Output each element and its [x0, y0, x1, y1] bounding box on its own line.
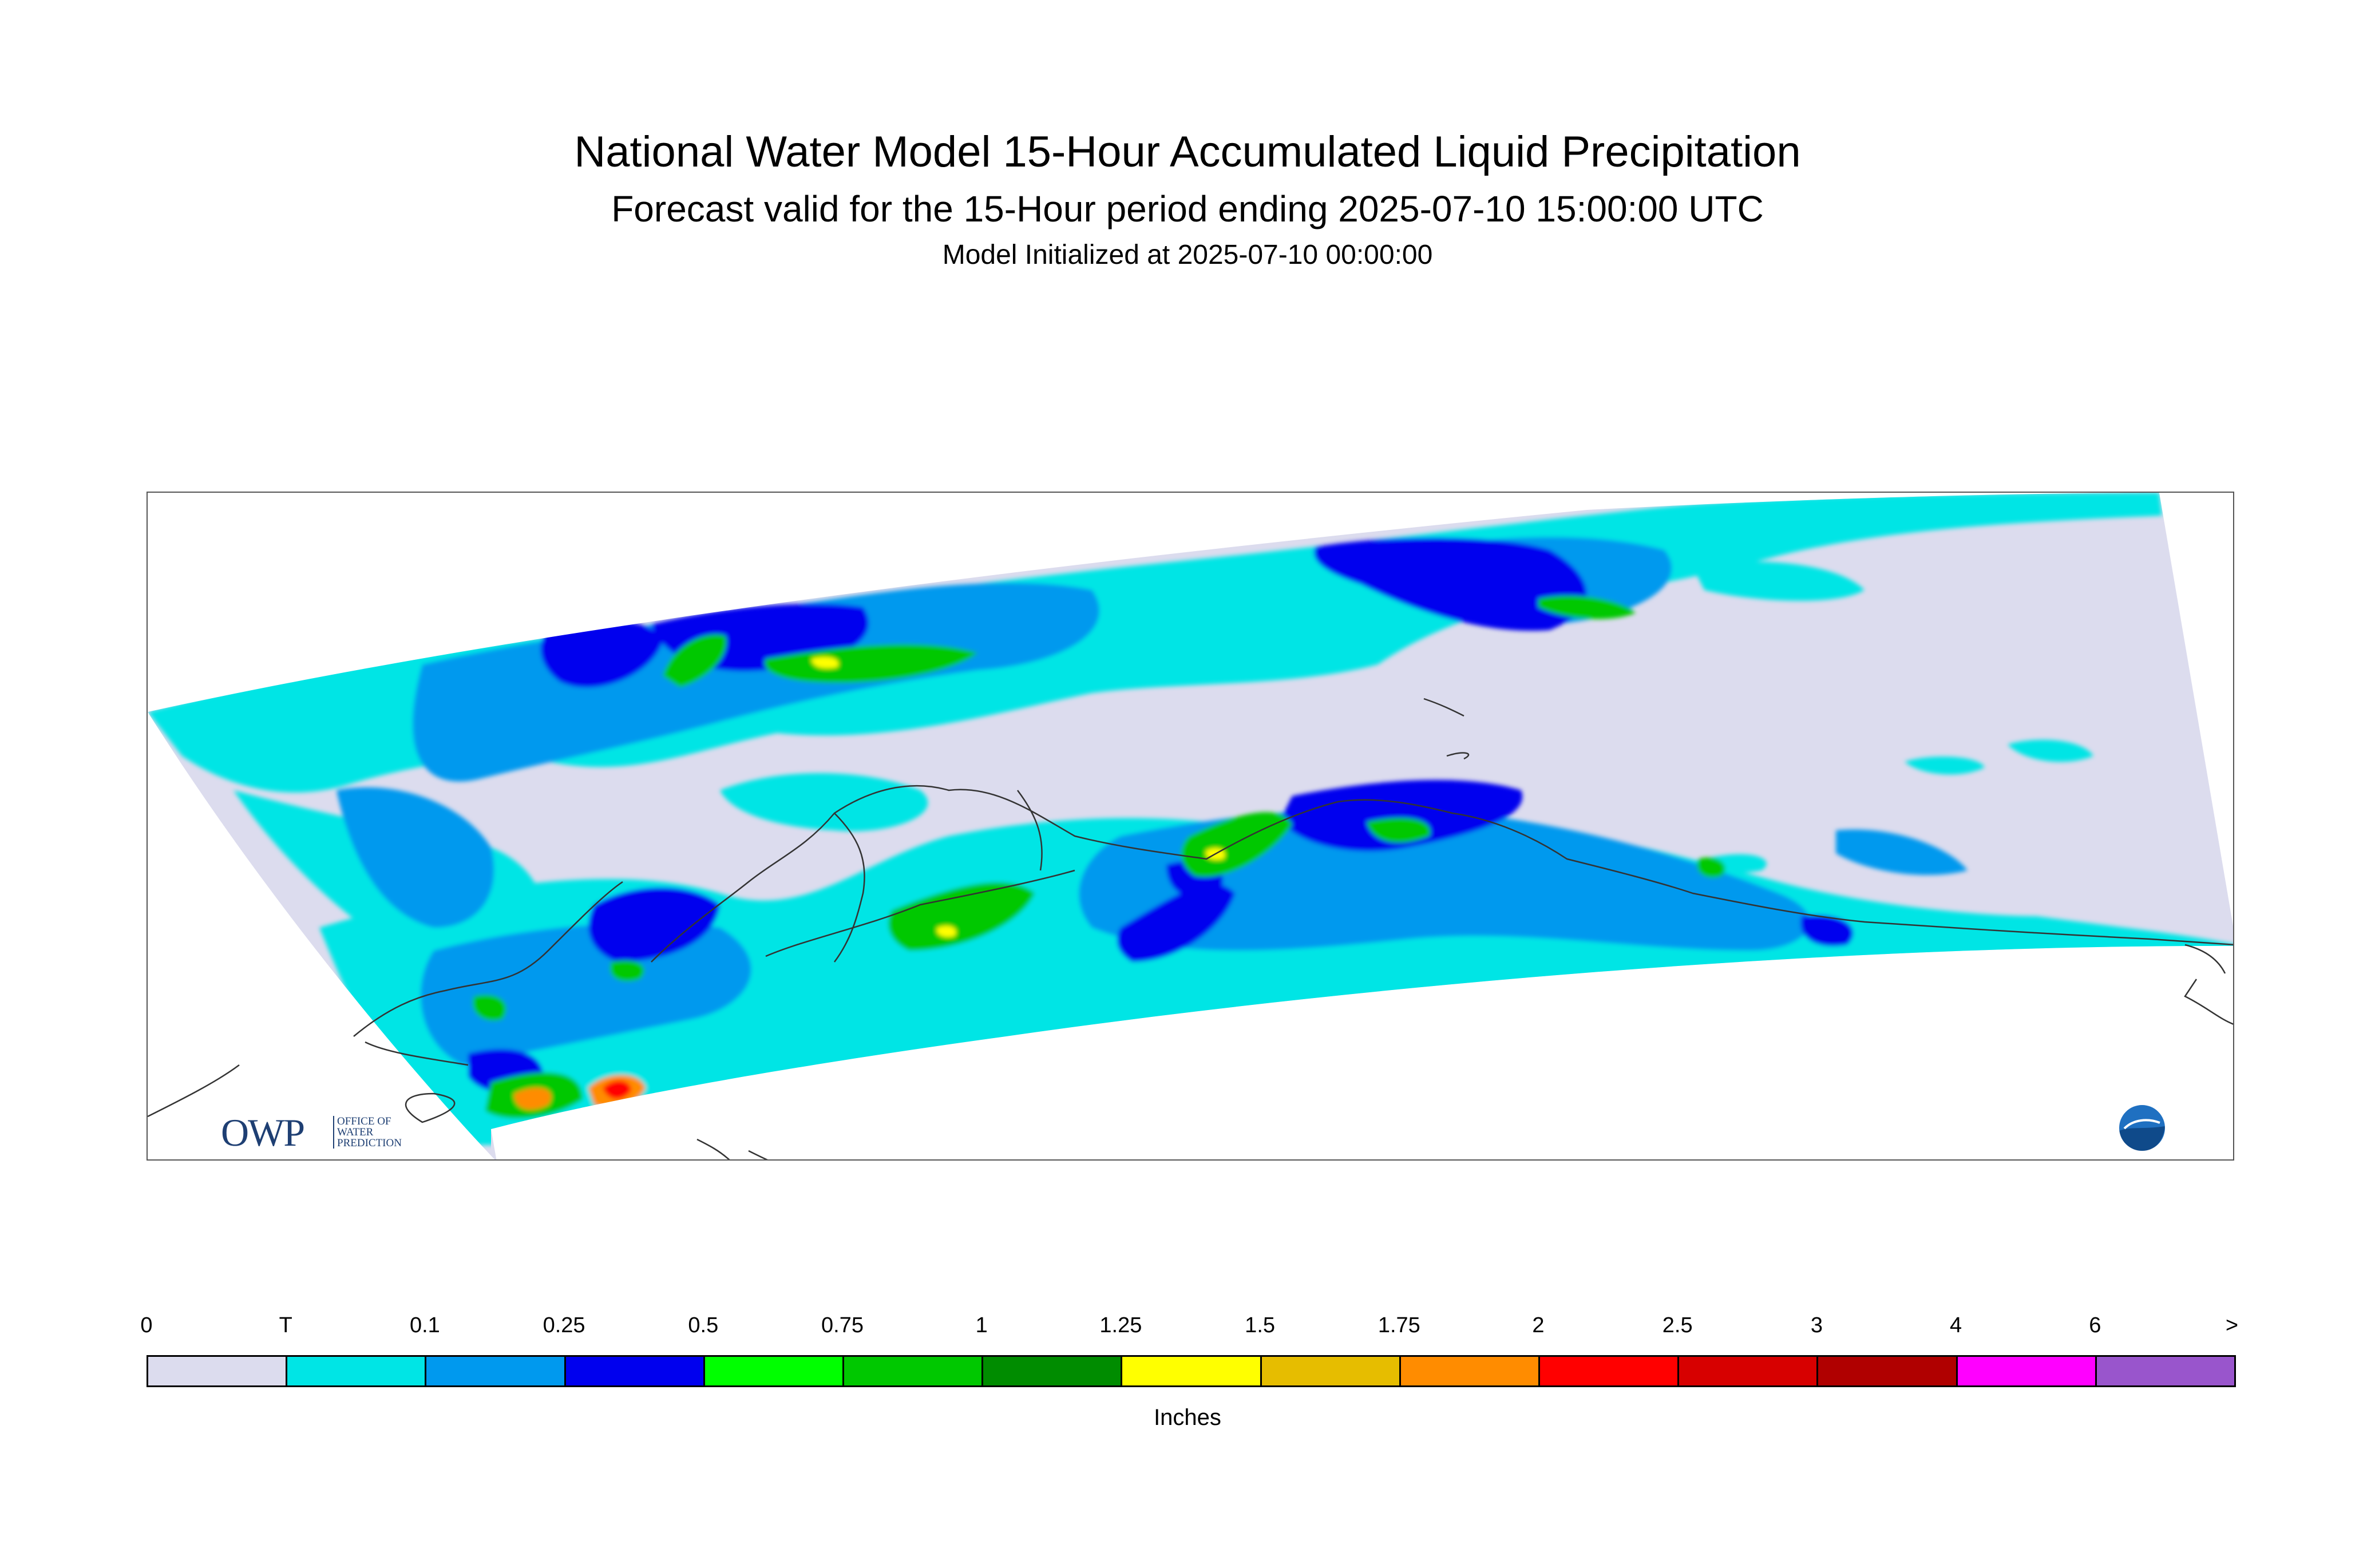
- precipitation-map-canvas: [148, 493, 2233, 1159]
- heavy-precip-areas: [473, 595, 1725, 1119]
- owp-logo-line1: OFFICE OF: [337, 1115, 391, 1127]
- legend-swatch: [286, 1355, 427, 1387]
- legend-tick-label: 0.75: [821, 1313, 864, 1337]
- legend-units-label: Inches: [1154, 1405, 1221, 1430]
- owp-logo: OWP OFFICE OF WATER PREDICTION: [221, 1111, 438, 1154]
- legend-tick-label: 1.25: [1099, 1313, 1142, 1337]
- owp-logo-line2: WATER: [337, 1126, 374, 1138]
- owp-logo-subtitle: OFFICE OF WATER PREDICTION: [333, 1116, 446, 1149]
- legend-tick-label: 0.1: [409, 1313, 440, 1337]
- legend-tick-label: 0: [140, 1313, 153, 1337]
- precipitation-map: OWP OFFICE OF WATER PREDICTION: [147, 492, 2234, 1161]
- legend-swatch: [1677, 1355, 1819, 1387]
- legend-tick-label: T: [279, 1313, 292, 1337]
- legend-tick-label: 3: [1810, 1313, 1823, 1337]
- map-title: National Water Model 15-Hour Accumulated…: [574, 128, 1801, 176]
- precipitation-color-legend: [147, 1355, 2236, 1389]
- legend-tick-label: 1.75: [1378, 1313, 1420, 1337]
- owp-logo-line3: PREDICTION: [337, 1137, 402, 1149]
- model-init-text: Model Initialized at 2025-07-10 00:00:00: [942, 240, 1433, 270]
- legend-tick-label: 0.5: [688, 1313, 719, 1337]
- light-precip-areas: [337, 537, 1968, 1065]
- legend-tick-label: 2.5: [1662, 1313, 1693, 1337]
- forecast-valid-subtitle: Forecast valid for the 15-Hour period en…: [611, 188, 1764, 229]
- legend-tick-label: 0.25: [543, 1313, 585, 1337]
- legend-tick-label: 1.5: [1245, 1313, 1276, 1337]
- legend-swatch: [2095, 1355, 2236, 1387]
- legend-tick-label: 1: [975, 1313, 988, 1337]
- legend-swatch: [1121, 1355, 1262, 1387]
- legend-swatch: [981, 1355, 1123, 1387]
- legend-swatch: [703, 1355, 844, 1387]
- legend-tick-label: 4: [1950, 1313, 1962, 1337]
- legend-swatch: [1260, 1355, 1401, 1387]
- legend-swatch: [1538, 1355, 1680, 1387]
- legend-swatch: [1399, 1355, 1540, 1387]
- legend-swatch: [425, 1355, 566, 1387]
- legend-swatch: [1816, 1355, 1958, 1387]
- legend-tick-label: >: [2225, 1313, 2239, 1337]
- noaa-logo: [2117, 1103, 2167, 1153]
- legend-tick-label: 6: [2089, 1313, 2101, 1337]
- legend-swatch: [147, 1355, 288, 1387]
- legend-swatch: [842, 1355, 984, 1387]
- legend-swatch: [1956, 1355, 2097, 1387]
- owp-logo-letters: OWP: [221, 1111, 305, 1154]
- legend-tick-label: 2: [1532, 1313, 1545, 1337]
- coastlines: [148, 698, 2233, 1159]
- legend-swatch: [564, 1355, 705, 1387]
